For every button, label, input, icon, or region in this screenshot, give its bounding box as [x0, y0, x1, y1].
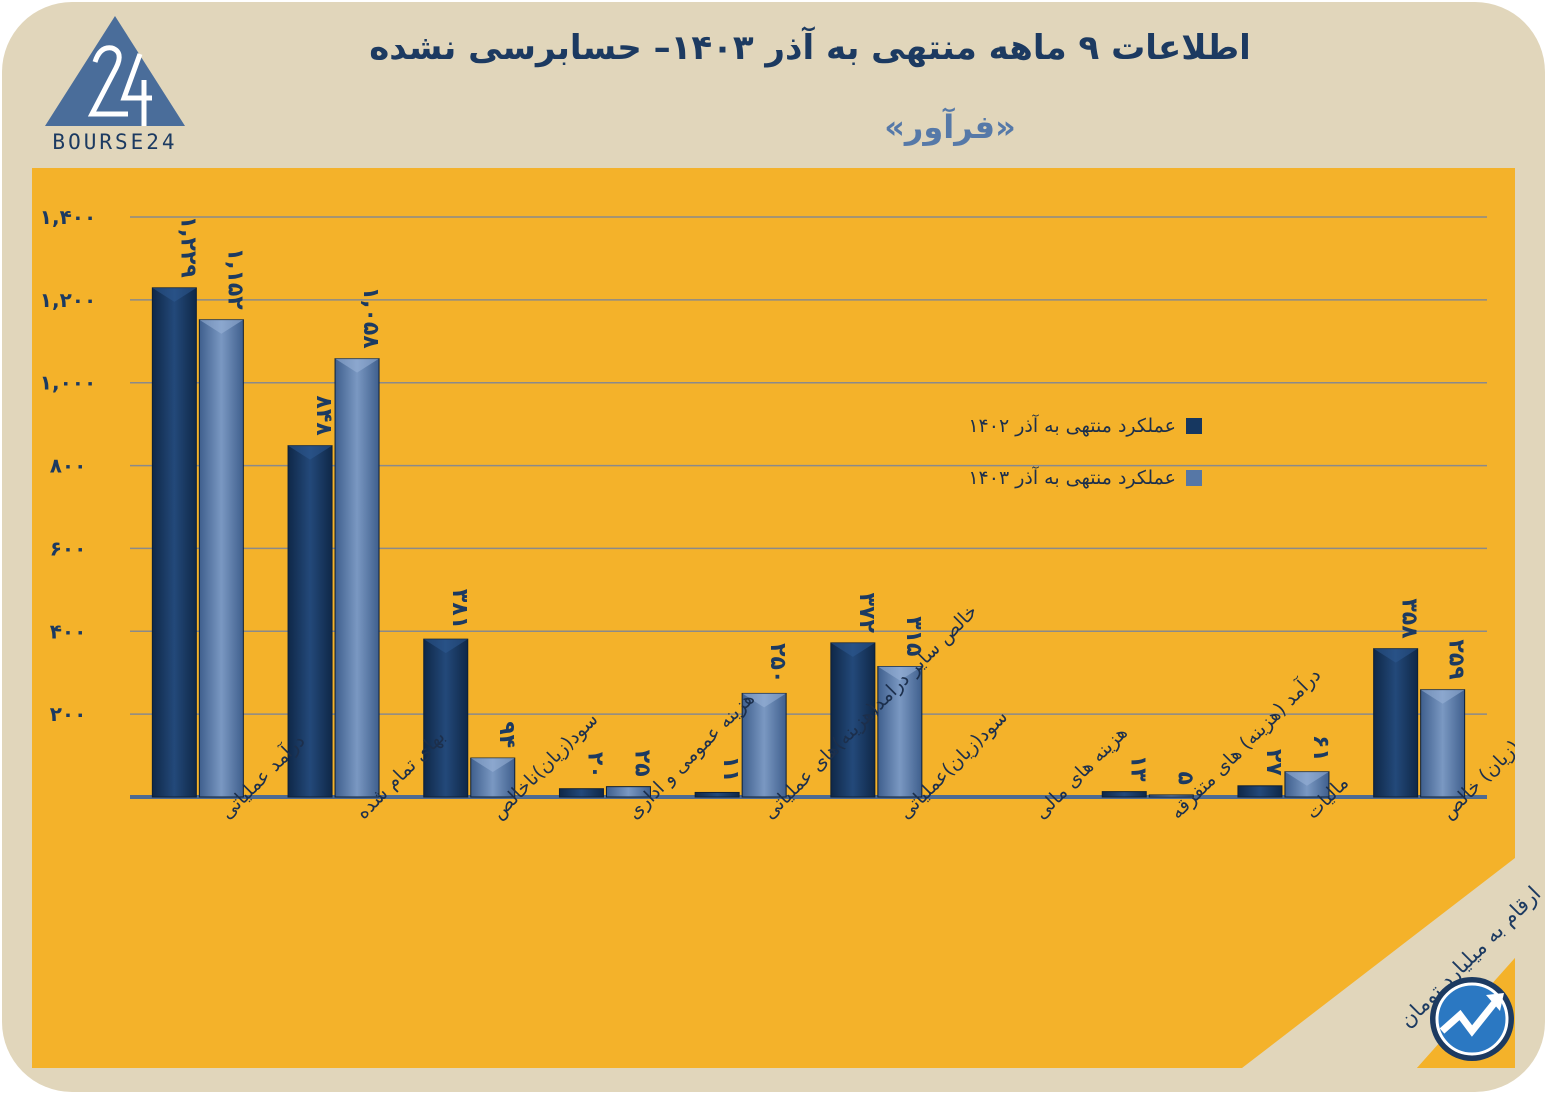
data-label: ۱,۱۵۲ — [222, 248, 247, 311]
y-tick-label: ۲۰۰ — [50, 702, 87, 726]
legend-item-1402: عملکرد منتهی به آذر ۱۴۰۲ — [922, 412, 1202, 440]
y-tick-label: ۶۰۰ — [50, 536, 87, 560]
bourse24-logo-icon — [45, 16, 185, 126]
bar-cap — [199, 319, 244, 334]
y-tick-label: ۱,۰۰۰ — [40, 371, 96, 395]
data-label: ۲۵ — [629, 750, 654, 777]
legend-swatch-1403 — [1186, 470, 1202, 486]
bar-1402 — [423, 638, 469, 798]
bar-cap — [470, 758, 515, 773]
data-label: ۹۴ — [494, 721, 519, 748]
y-tick-label: ۴۰۰ — [50, 619, 87, 643]
data-label: ۳۸۱ — [447, 589, 472, 629]
bar-cap — [288, 445, 333, 460]
bar-cap — [1420, 689, 1465, 704]
data-label: ۳۵۸ — [1397, 598, 1422, 639]
data-label: ۳۱۵ — [901, 616, 926, 656]
bar-1402 — [287, 445, 333, 798]
bar-1403 — [605, 786, 651, 798]
logo-text: BOURSE24 — [52, 130, 178, 154]
chart-panel: ۲۰۰ ۴۰۰ ۶۰۰ ۸۰۰ ۱,۰۰۰ ۱,۲۰۰ ۱,۴۰۰ ۱,۲۲۹ ۱,۱۵۲ درآ… — [32, 168, 1515, 1068]
bar-cap — [830, 642, 875, 657]
bar-cap — [742, 693, 787, 708]
bar-cap — [152, 287, 197, 302]
bar-cap — [1284, 771, 1329, 786]
bar-cap — [423, 639, 468, 654]
legend-label-1402: عملکرد منتهی به آذر ۱۴۰۲ — [968, 415, 1176, 437]
data-label: ۲۵۰ — [765, 643, 790, 683]
data-label: ۲۵۹ — [1444, 639, 1469, 679]
x-category-label: هزینه های مالی — [1030, 722, 1132, 824]
bar-1402 — [1237, 785, 1283, 798]
data-label: ۱۳ — [1125, 755, 1150, 782]
bar-1403 — [334, 358, 380, 798]
data-label: ۲۰ — [582, 752, 607, 779]
bar-cap — [877, 666, 922, 681]
bar-1402 — [1101, 791, 1147, 798]
data-label: ۲۷ — [1261, 749, 1286, 776]
y-tick-label: ۱,۲۰۰ — [40, 288, 96, 312]
bar-1402 — [694, 791, 740, 798]
bar-1402 — [830, 642, 876, 798]
trend-up-icon — [1430, 977, 1514, 1061]
data-label: ۶۱ — [1308, 735, 1333, 762]
legend-label-1403: عملکرد منتهی به آذر ۱۴۰۳ — [968, 467, 1176, 489]
x-category-label: درآمد (هزینه) های متفرقه — [1164, 663, 1325, 824]
bar-1403 — [1420, 689, 1466, 798]
legend-item-1403: عملکرد منتهی به آذر ۱۴۰۳ — [922, 464, 1202, 492]
y-tick-label: ۸۰۰ — [50, 454, 87, 478]
bar-1403 — [1148, 794, 1194, 798]
bar-cap — [1373, 648, 1418, 663]
bar-cap — [335, 358, 380, 373]
data-label: ۵ — [1172, 771, 1197, 784]
bar-chart: ۲۰۰ ۴۰۰ ۶۰۰ ۸۰۰ ۱,۰۰۰ ۱,۲۰۰ ۱,۴۰۰ ۱,۲۲۹ ۱,۱۵۲ درآ… — [40, 205, 1515, 1068]
legend-swatch-1402 — [1186, 418, 1202, 434]
bar-1402 — [151, 287, 197, 798]
data-label: ۳۷۲ — [854, 593, 879, 634]
page-subtitle: «فرآور» — [884, 108, 1016, 146]
data-label: ۱۱ — [718, 756, 743, 783]
data-label: ۱,۲۲۹ — [175, 216, 200, 278]
data-label: ۸۴۸ — [311, 395, 336, 436]
y-tick-label: ۱,۴۰۰ — [40, 205, 96, 229]
bar-1403 — [198, 319, 244, 798]
bar-1402 — [1373, 648, 1419, 798]
data-label: ۱,۰۵۸ — [358, 287, 383, 350]
bar-1402 — [558, 788, 604, 798]
page-title: اطلاعات ۹ ماهه منتهی به آذر ۱۴۰۳– حسابرس… — [369, 28, 1251, 68]
bar-1403 — [877, 666, 923, 798]
